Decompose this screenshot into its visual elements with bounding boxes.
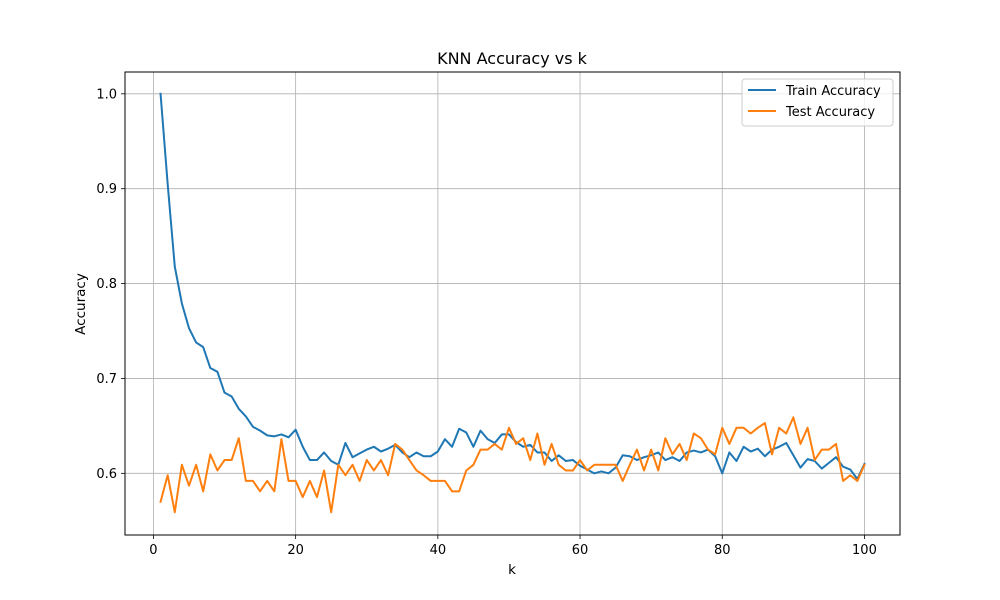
legend-label-train: Train Accuracy [785, 84, 881, 99]
plot-area-frame [124, 71, 901, 536]
axis-ticks: 0 20 40 60 80 100 0.6 0.7 0.8 0.9 1.0 [96, 87, 877, 558]
y-tick-label: 0.6 [96, 467, 117, 482]
y-tick-label: 0.9 [96, 182, 117, 197]
y-axis-label: Accuracy [73, 273, 89, 335]
x-tick-label: 60 [572, 543, 589, 558]
y-tick-label: 1.0 [96, 87, 117, 102]
x-tick-label: 40 [430, 543, 447, 558]
y-tick-label: 0.8 [96, 277, 117, 292]
x-tick-label: 80 [714, 543, 731, 558]
series-lines [159, 92, 866, 514]
x-tick-label: 100 [852, 543, 877, 558]
x-tick-label: 0 [149, 543, 157, 558]
y-tick-label: 0.7 [96, 372, 117, 387]
x-axis-label: k [508, 562, 516, 578]
legend-label-test: Test Accuracy [785, 105, 875, 120]
series-line-test-accuracy [159, 416, 866, 514]
x-tick-label: 20 [287, 543, 304, 558]
legend-box [741, 78, 894, 127]
legend: Train Accuracy Test Accuracy [741, 78, 894, 127]
chart-title: KNN Accuracy vs k [437, 49, 588, 68]
